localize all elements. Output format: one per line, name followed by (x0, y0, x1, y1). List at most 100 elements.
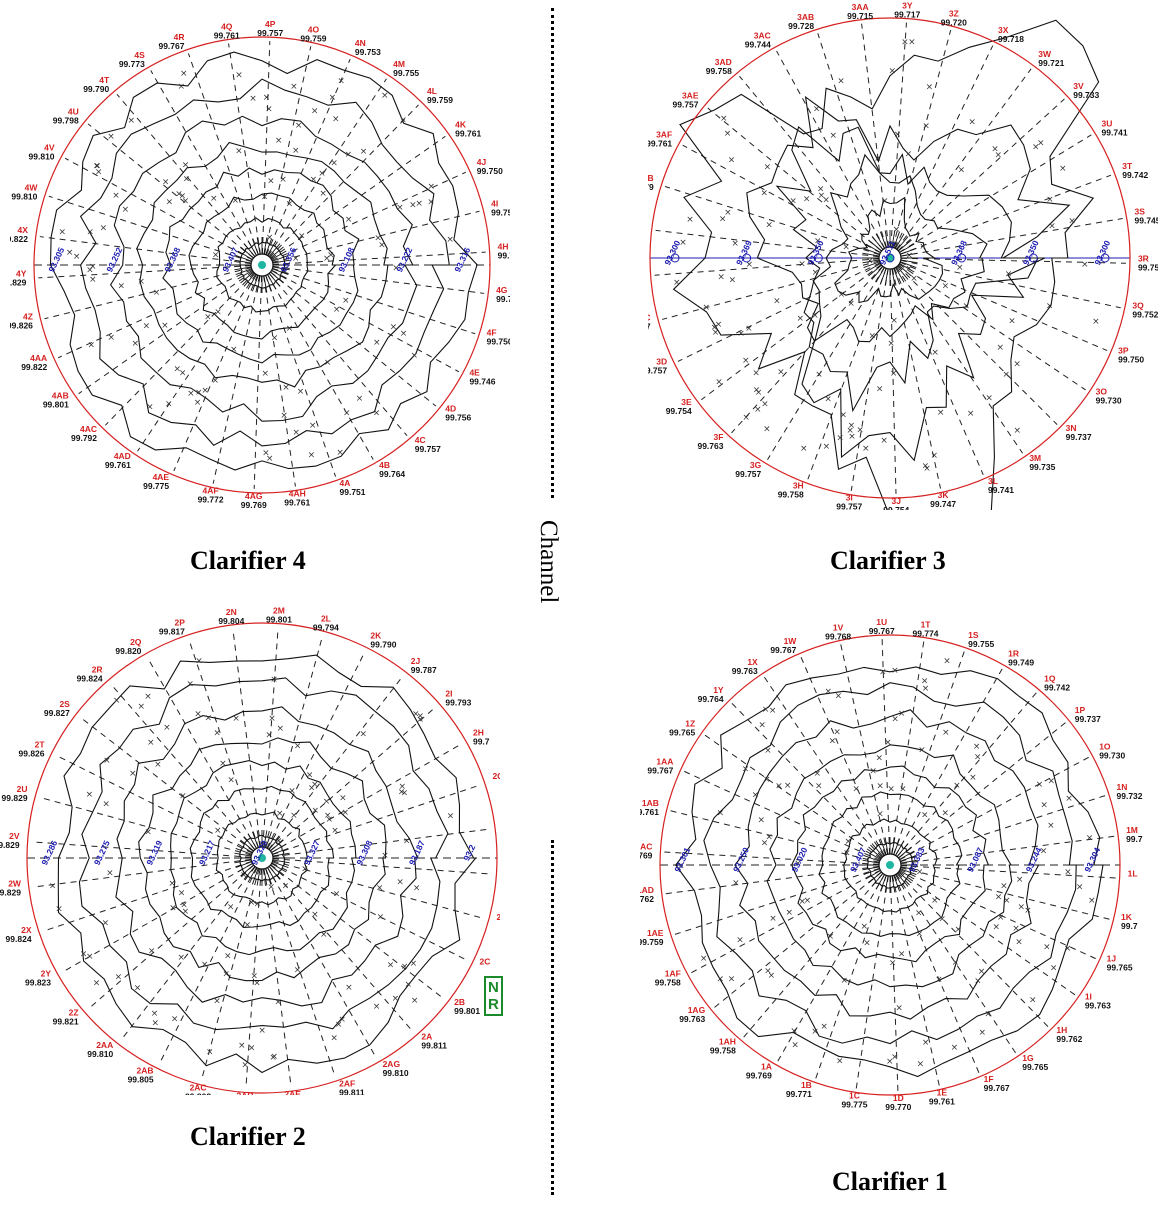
spoke-line (261, 742, 463, 859)
rim-point-id: 2AE (284, 1089, 301, 1095)
rim-point-value: 99.715 (847, 11, 873, 21)
spoke-line (42, 857, 263, 932)
survey-mark: × (337, 76, 345, 86)
survey-mark: × (410, 959, 418, 969)
survey-mark: × (876, 385, 884, 395)
survey-mark: × (794, 859, 802, 869)
spoke-line (261, 828, 492, 859)
rim-point-id: 3M (1029, 453, 1041, 463)
rim-point-value: 99.750 (1138, 263, 1158, 273)
spoke-line (105, 264, 263, 426)
rim-point-1ac: 1AC99.769 (640, 841, 653, 860)
survey-mark: × (266, 454, 274, 464)
survey-mark: × (195, 388, 203, 398)
rim-point-value: 99.720 (941, 17, 967, 27)
rim-point-value: 99.798 (53, 115, 79, 125)
survey-mark: × (137, 277, 145, 287)
survey-mark: × (276, 809, 284, 819)
rim-point-4x: 4X99.822 (10, 225, 28, 244)
survey-mark: × (102, 800, 110, 810)
survey-mark: × (447, 812, 455, 822)
rim-point-value: 99.746 (469, 377, 495, 387)
spoke-line (261, 251, 486, 266)
survey-mark: × (195, 656, 203, 666)
center-marker (258, 854, 266, 862)
survey-mark: × (985, 394, 993, 404)
survey-mark: × (881, 196, 889, 206)
spoke-line (261, 635, 324, 859)
rim-point-id: 4AG (245, 491, 263, 501)
survey-mark: × (356, 394, 364, 404)
rim-point-value: 99.761 (929, 1096, 955, 1106)
survey-mark: × (923, 464, 931, 474)
channel-divider-bottom (551, 840, 554, 1195)
clarifier-4-panel: × × × × × × × × × × × × × × × × × × × × × × × × × × × × × × × × × × × × × × × ×… (10, 0, 510, 510)
rim-point-value: 99.757 (257, 28, 283, 38)
rim-point-id: 4P (265, 19, 276, 29)
survey-mark: × (115, 972, 123, 982)
survey-mark: × (415, 199, 423, 209)
spoke-line (120, 857, 263, 1041)
survey-mark: × (955, 925, 963, 935)
survey-mark: × (876, 782, 884, 792)
spoke-line (146, 657, 263, 859)
survey-mark: × (323, 797, 331, 807)
survey-mark: × (95, 168, 103, 178)
rim-point-value: 99.717 (894, 10, 920, 20)
clarifier-1-caption: Clarifier 1 (832, 1167, 948, 1196)
rim-point-id: 2C (479, 956, 490, 966)
spoke-line (200, 857, 263, 1081)
spoke-line (691, 864, 891, 974)
survey-mark: × (89, 262, 97, 272)
rim-point-id: 3AD (715, 57, 732, 67)
survey-mark: × (224, 952, 232, 962)
survey-mark: × (262, 449, 270, 459)
rim-point-value: 99.801 (266, 615, 292, 625)
rim-point-value: 99.757 (415, 444, 441, 454)
contour-line (78, 677, 449, 1031)
survey-mark: × (686, 215, 694, 225)
survey-mark: × (73, 252, 81, 262)
survey-mark: × (411, 351, 419, 361)
rim-point-id: 2G (492, 771, 500, 781)
rim-point-id: 1A (761, 1062, 772, 1072)
survey-mark: × (775, 781, 783, 791)
survey-mark: × (93, 978, 101, 988)
rim-point-id: 3Z (949, 8, 959, 18)
survey-mark: × (227, 903, 235, 913)
rim-point-value: 99.728 (788, 21, 814, 31)
survey-mark: × (827, 932, 835, 942)
survey-mark: × (318, 169, 326, 179)
rim-point-id: 1N (1117, 782, 1128, 792)
rim-point-value: 99.762 (1056, 1034, 1082, 1044)
survey-mark: × (968, 118, 976, 128)
survey-mark: × (815, 370, 823, 380)
spoke-line (714, 864, 891, 1008)
spoke-line (261, 264, 460, 373)
rim-point-id: 2Y (41, 969, 52, 979)
rim-point-value: 99.765 (669, 727, 695, 737)
rim-point-id: 4X (18, 225, 29, 235)
survey-mark: × (398, 787, 406, 797)
rim-point-id: 1O (1099, 742, 1111, 752)
survey-mark: × (843, 849, 851, 859)
survey-mark: × (86, 227, 94, 237)
rim-point-value: 99.742 (1044, 683, 1070, 693)
survey-mark: × (230, 345, 238, 355)
rim-point-value: 99.810 (383, 1068, 409, 1078)
rim-point-id: 3W (1038, 49, 1052, 59)
rim-point-value: 99.822 (10, 234, 28, 244)
survey-mark: × (301, 864, 309, 874)
rim-point-id: 4H (498, 241, 509, 251)
